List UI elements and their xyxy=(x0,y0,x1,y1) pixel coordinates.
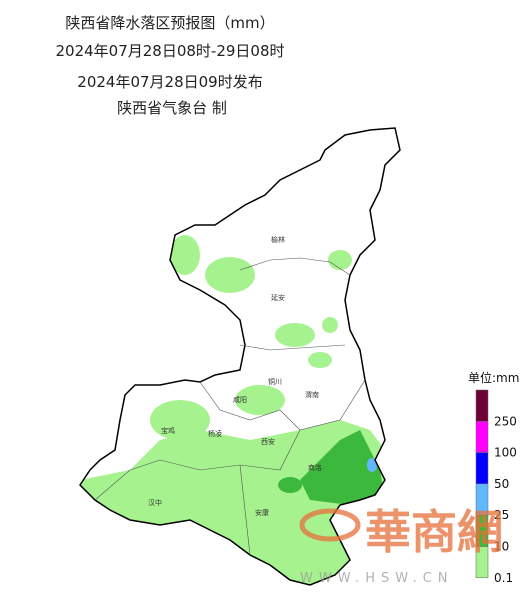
watermark: 華商網 WWW.HSW.CN xyxy=(299,505,503,586)
issued: 2024年07月28日09时发布 xyxy=(77,73,262,91)
city-label: 商洛 xyxy=(308,463,322,472)
legend-label: 10 xyxy=(494,540,509,554)
legend-label: 250 xyxy=(494,414,517,428)
period: 2024年07月28日08时-29日08时 xyxy=(55,42,284,60)
legend-label: 100 xyxy=(494,446,517,460)
legend-label: 50 xyxy=(494,477,509,491)
watermark-logo: 華商網 xyxy=(365,505,503,559)
city-label: 西安 xyxy=(261,437,275,446)
city-label: 杨凌 xyxy=(208,429,222,438)
legend: 单位:mm 250 100 50 25 10 0.1 xyxy=(468,370,519,585)
city-label: 铜川 xyxy=(268,377,282,386)
city-label: 汉中 xyxy=(148,498,162,507)
legend-title: 单位:mm xyxy=(468,370,519,385)
agency: 陕西省气象台 制 xyxy=(117,99,227,117)
city-label: 宝鸡 xyxy=(161,426,175,435)
legend-swatch xyxy=(475,546,489,579)
city-label: 安康 xyxy=(255,508,269,517)
city-label: 榆林 xyxy=(271,235,285,244)
legend-swatch xyxy=(475,452,489,485)
city-label: 渭南 xyxy=(305,390,319,399)
city-label: 咸阳 xyxy=(233,395,247,404)
city-borders xyxy=(94,257,366,556)
city-labels: 榆林 延安 铜川 渭南 咸阳 宝鸡 杨凌 西安 商洛 汉中 安康 xyxy=(148,235,322,517)
city-label: 延安 xyxy=(271,293,285,302)
legend-swatch xyxy=(475,421,489,453)
legend-label: 25 xyxy=(494,508,509,522)
legend-swatch xyxy=(475,389,489,422)
watermark-url: WWW.HSW.CN xyxy=(300,571,454,586)
legend-label: 0.1 xyxy=(494,571,513,585)
title: 陕西省降水落区预报图（mm） xyxy=(65,14,274,32)
watermark-icon xyxy=(299,508,361,542)
